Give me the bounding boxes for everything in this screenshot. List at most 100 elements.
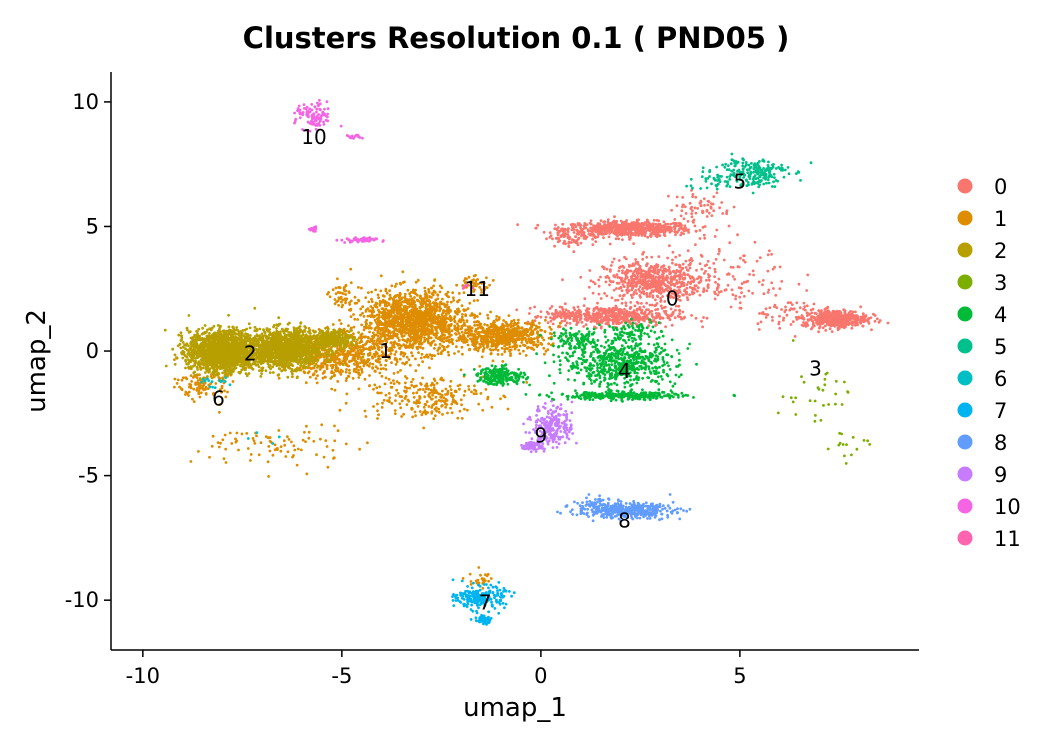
data-point [698, 293, 702, 297]
data-point [663, 278, 667, 282]
data-point [810, 319, 814, 322]
data-point [544, 318, 547, 322]
data-point [649, 273, 653, 277]
data-point [430, 286, 433, 290]
data-point [658, 226, 662, 230]
data-point [548, 332, 552, 335]
data-point [551, 237, 554, 241]
data-point [733, 277, 736, 281]
data-point [637, 287, 641, 291]
data-point [553, 244, 556, 248]
data-point [675, 204, 679, 208]
data-point [630, 296, 634, 299]
data-point [489, 352, 493, 355]
data-point [780, 308, 783, 311]
data-point [701, 325, 704, 329]
data-point [567, 245, 571, 249]
data-point [663, 224, 667, 227]
data-point [592, 309, 596, 312]
data-point [712, 262, 716, 265]
data-point [649, 223, 653, 227]
data-point [556, 314, 560, 317]
data-point [453, 310, 457, 313]
data-point [429, 320, 433, 323]
data-point [500, 353, 504, 356]
data-point [415, 298, 419, 302]
data-point [595, 315, 598, 319]
data-point [473, 341, 477, 345]
data-point [693, 206, 697, 210]
data-point [599, 219, 603, 223]
data-point [377, 313, 381, 317]
data-point [746, 279, 749, 283]
data-point [387, 331, 391, 335]
data-point [473, 320, 476, 324]
data-point [628, 281, 632, 285]
data-point [548, 236, 552, 239]
data-point [616, 227, 620, 231]
data-point [678, 309, 682, 313]
data-point [645, 292, 649, 295]
data-point [592, 234, 596, 238]
data-point [618, 227, 622, 231]
data-point [561, 278, 564, 282]
data-point [657, 278, 661, 282]
data-point [742, 280, 746, 284]
data-point [654, 222, 658, 226]
data-point [486, 323, 489, 327]
data-point [520, 341, 524, 344]
data-point [410, 335, 414, 339]
data-point [777, 322, 781, 326]
data-point [605, 226, 609, 230]
data-point [509, 348, 513, 352]
data-point [714, 280, 717, 284]
data-point [662, 220, 666, 224]
data-point [455, 329, 459, 332]
data-point [453, 352, 456, 355]
data-point [635, 300, 639, 304]
data-point [381, 333, 385, 337]
data-point [645, 314, 649, 317]
data-point [710, 202, 713, 206]
data-point [546, 321, 550, 325]
data-point [644, 270, 647, 274]
data-point [821, 315, 824, 319]
data-point [614, 298, 617, 302]
data-point [737, 286, 741, 290]
data-point [370, 290, 373, 294]
data-point [616, 315, 620, 319]
data-point [482, 344, 485, 348]
data-point [449, 300, 453, 304]
data-point [764, 307, 768, 311]
data-point [388, 321, 391, 325]
data-point [687, 231, 690, 234]
data-point [435, 334, 438, 337]
data-point [604, 280, 608, 284]
data-point [389, 334, 392, 338]
data-point [399, 282, 402, 286]
data-point [461, 352, 464, 356]
data-point [461, 313, 464, 316]
data-point [702, 290, 705, 294]
data-point [699, 204, 703, 208]
data-point [489, 336, 493, 340]
data-point [506, 339, 510, 343]
data-point [631, 232, 634, 236]
data-point [400, 317, 404, 321]
data-point [402, 315, 405, 318]
data-point [384, 307, 388, 311]
data-point [448, 335, 451, 339]
data-point [766, 253, 770, 257]
data-point [758, 312, 761, 315]
data-point [698, 262, 702, 266]
data-point [624, 304, 628, 307]
data-point [645, 308, 648, 312]
data-point [411, 343, 414, 347]
data-point [582, 233, 585, 236]
data-point [457, 292, 461, 295]
data-point [686, 219, 690, 223]
data-point [653, 304, 657, 308]
data-point [383, 319, 387, 322]
data-point [812, 323, 815, 327]
data-point [417, 345, 420, 349]
